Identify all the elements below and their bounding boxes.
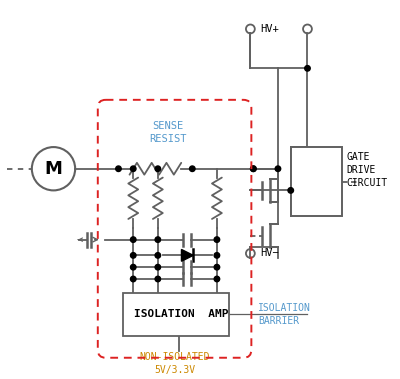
Bar [291,147,342,216]
Circle shape [155,265,160,270]
Text: M: M [44,160,62,178]
Text: SENSE
RESIST: SENSE RESIST [149,121,186,144]
Text: HV+: HV+ [260,24,279,34]
Circle shape [250,166,256,171]
Text: ISOLATION  AMP: ISOLATION AMP [134,309,228,319]
Circle shape [214,265,220,270]
Circle shape [155,166,160,171]
Circle shape [155,276,160,282]
Text: GATE
DRIVE
CIRCUIT: GATE DRIVE CIRCUIT [347,152,388,188]
Text: HV−: HV− [260,248,279,258]
Circle shape [190,166,195,171]
Bar [123,293,229,336]
Circle shape [214,237,220,243]
Circle shape [214,276,220,282]
Circle shape [155,237,160,243]
Circle shape [130,166,136,171]
Circle shape [275,166,281,171]
Polygon shape [182,249,193,261]
Circle shape [130,237,136,243]
Circle shape [130,253,136,258]
Circle shape [214,253,220,258]
Circle shape [288,188,294,193]
Text: NON-ISOLATED
5V/3.3V: NON-ISOLATED 5V/3.3V [139,352,210,375]
Circle shape [116,166,121,171]
Circle shape [130,265,136,270]
Circle shape [155,253,160,258]
Circle shape [130,276,136,282]
Circle shape [305,66,310,71]
Circle shape [250,166,256,171]
Text: ISOLATION
BARRIER: ISOLATION BARRIER [258,303,311,326]
